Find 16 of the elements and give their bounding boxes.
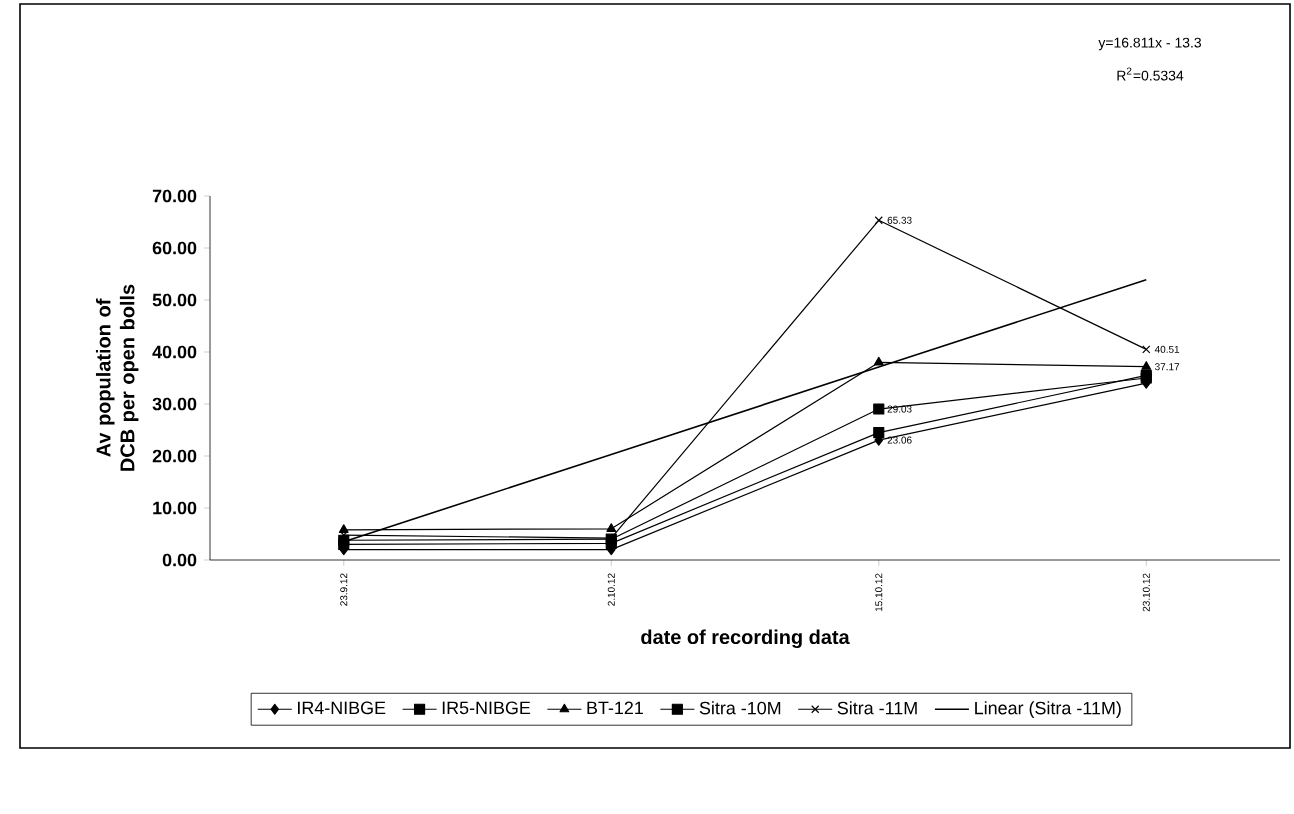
y-tick-label: 10.00 <box>153 501 197 515</box>
x-axis-title: date of recording data <box>641 629 850 649</box>
y-axis-title: Av population of DCB per open bolls <box>95 284 139 471</box>
legend-label: Linear (Sitra -11M) <box>975 701 1121 718</box>
y-tick-label: 50.00 <box>152 293 197 307</box>
y-tick-label: 70.00 <box>152 189 197 203</box>
y-tick-label: 30.00 <box>152 397 197 411</box>
legend-label: Sitra -10M <box>699 701 781 715</box>
legend-label: IR5-NIBGE <box>442 701 531 715</box>
y-tick-label: 0.00 <box>162 553 197 567</box>
y-tick-label: 40.00 <box>152 345 197 359</box>
legend-label: Sitra -11M <box>837 701 917 715</box>
y-tick-label: 60.00 <box>152 241 197 255</box>
y-tick-label: 20.00 <box>152 449 197 463</box>
legend-label: IR4-NIBGE <box>298 701 386 715</box>
legend-label: BT-121 <box>587 701 643 715</box>
